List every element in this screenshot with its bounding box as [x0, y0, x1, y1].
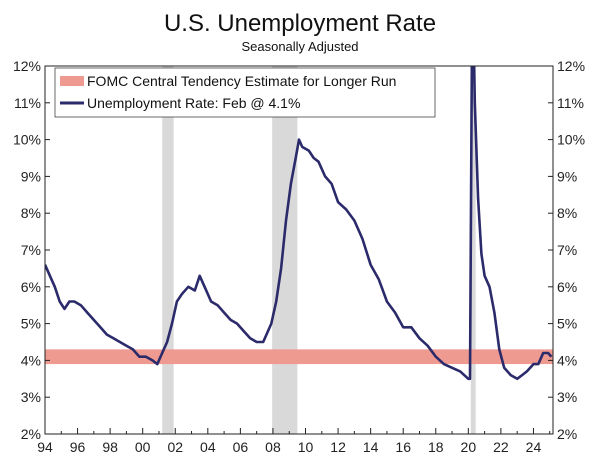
x-tick-label: 14 — [363, 439, 379, 455]
y-tick-label-left: 12% — [13, 58, 41, 74]
x-axis: 94 96 98 00 02 04 06 08 10 12 14 16 18 20 22 24 — [37, 428, 551, 455]
x-tick-label: 18 — [428, 439, 444, 455]
line-layer — [45, 66, 553, 381]
y-tick-label-right: 12% — [557, 58, 585, 74]
y-tick-label-left: 8% — [21, 205, 41, 221]
plot-frame — [44, 65, 554, 435]
y-tick-label-left: 7% — [21, 242, 41, 258]
y-tick-label-right: 7% — [557, 242, 577, 258]
y-axis-right: 2% 3% 4% 5% 6% 7% 8% 9% 10% 11% 12% — [548, 58, 585, 442]
legend-box — [54, 67, 436, 118]
y-tick-label-left: 4% — [21, 352, 41, 368]
legend: FOMC Central Tendency Estimate for Longe… — [54, 67, 436, 118]
y-tick-label-left: 5% — [21, 316, 41, 332]
x-tick-label: 16 — [395, 439, 411, 455]
recession-bar — [470, 66, 476, 434]
y-tick-label-left: 10% — [13, 132, 41, 148]
y-tick-label-left: 9% — [21, 168, 41, 184]
x-tick-label: 10 — [298, 439, 314, 455]
y-tick-label-left: 6% — [21, 279, 41, 295]
recession-bar — [162, 66, 174, 434]
chart-subtitle: Seasonally Adjusted — [241, 39, 358, 54]
y-tick-label-right: 11% — [557, 95, 584, 111]
unemployment-rate-line — [45, 66, 553, 381]
fomc-band-layer — [45, 349, 553, 365]
y-axis-left: 2% 3% 4% 5% 6% 7% 8% 9% 10% 11% 12% — [13, 58, 50, 442]
x-tick-label: 20 — [461, 439, 477, 455]
y-tick-label-right: 3% — [557, 389, 577, 405]
x-tick-label: 24 — [526, 439, 542, 455]
y-tick-label-right: 6% — [557, 279, 577, 295]
legend-label-unemployment-line: Unemployment Rate: Feb @ 4.1% — [87, 95, 300, 111]
x-tick-label: 94 — [37, 439, 53, 455]
legend-swatch-fomc-band — [60, 76, 84, 86]
x-tick-label: 04 — [200, 439, 216, 455]
y-tick-label-right: 2% — [557, 426, 577, 442]
x-tick-label: 12 — [330, 439, 346, 455]
y-tick-label-right: 5% — [557, 316, 577, 332]
recession-bar — [272, 66, 298, 434]
y-tick-label-right: 10% — [557, 132, 585, 148]
x-tick-label: 08 — [265, 439, 281, 455]
x-tick-label: 22 — [493, 439, 509, 455]
legend-label-fomc-band: FOMC Central Tendency Estimate for Longe… — [87, 73, 396, 89]
y-tick-label-left: 11% — [14, 95, 41, 111]
y-tick-label-right: 8% — [557, 205, 577, 221]
x-tick-label: 06 — [233, 439, 249, 455]
chart-title: U.S. Unemployment Rate — [164, 10, 436, 37]
y-tick-label-left: 2% — [21, 426, 41, 442]
fomc-band — [45, 349, 553, 365]
y-tick-label-right: 9% — [557, 168, 577, 184]
y-tick-label-left: 3% — [21, 389, 41, 405]
x-tick-label: 02 — [167, 439, 183, 455]
recession-shading-layer — [162, 66, 476, 434]
y-tick-label-right: 4% — [557, 352, 577, 368]
x-tick-label: 98 — [102, 439, 118, 455]
x-tick-label: 00 — [135, 439, 151, 455]
x-tick-label: 96 — [70, 439, 86, 455]
